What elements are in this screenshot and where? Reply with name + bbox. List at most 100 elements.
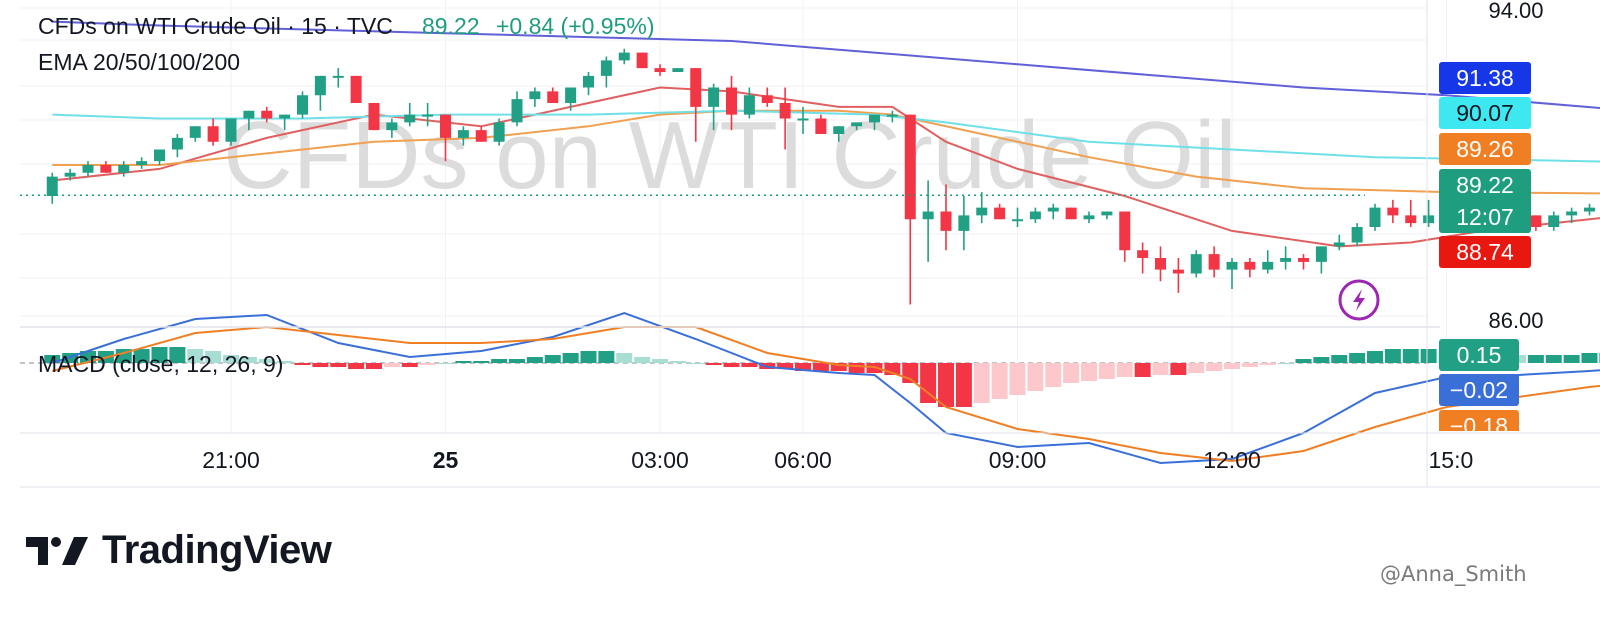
candle-body [118, 165, 130, 173]
candle-body [404, 114, 416, 123]
macd-histogram-bar [258, 359, 275, 363]
macd-histogram-bar [652, 359, 668, 363]
price-badges: 91.38 90.07 89.26 89.22 12:07 88.74 [1439, 62, 1531, 268]
macd-histogram-bar [223, 355, 239, 363]
macd-badge-clip-group: 0.15 −0.02 −0.18 [1439, 339, 1519, 431]
candle-body [1047, 207, 1059, 212]
candle-body [350, 75, 362, 103]
macd-histogram-bar [1277, 363, 1294, 364]
candle-body [1012, 219, 1023, 222]
signal-line [52, 325, 1600, 463]
legend-ema[interactable]: EMA 20/50/100/200 [38, 49, 240, 75]
candle-body [886, 114, 898, 117]
time-scale[interactable]: 21:00 25 03:00 06:00 09:00 12:00 15:0 [202, 447, 1473, 473]
candle-body [493, 122, 505, 142]
macd-histogram-bar [1367, 351, 1383, 363]
candle-down [475, 126, 487, 142]
candle-up [64, 168, 76, 181]
candle-down [1387, 199, 1399, 224]
candle-up [1315, 246, 1327, 274]
candle-body [797, 118, 809, 121]
candle-body [1083, 215, 1095, 220]
user-watermark: @Anna_Smith [1380, 562, 1527, 586]
price-tick-label: 86.00 [1488, 308, 1543, 333]
price-tick-label: 94.00 [1488, 0, 1543, 23]
price-badge-label: 89.22 [1456, 172, 1514, 198]
macd-histogram-bar [437, 363, 454, 364]
macd-histogram-bar [276, 361, 293, 363]
candle-up [171, 134, 183, 158]
macd-badge: −0.02 [1439, 374, 1519, 406]
candle-body [154, 149, 165, 162]
macd-histogram-bar [383, 363, 400, 367]
price-badge-bg [1439, 236, 1531, 268]
candle-body [279, 114, 291, 119]
macd-histogram-bar [1188, 363, 1205, 373]
macd-histogram-bar [348, 363, 365, 369]
candle-body [940, 211, 952, 231]
candle-body [1405, 215, 1417, 224]
macd-histogram-bar [1527, 355, 1544, 363]
macd-line [51, 311, 1600, 465]
macd-histogram-bar [1206, 363, 1223, 371]
candle-body [672, 68, 684, 72]
candle-body [1298, 258, 1309, 262]
candle-body [1172, 269, 1184, 274]
macd-histogram-bar [509, 359, 525, 363]
time-tick-label: 15:0 [1429, 447, 1474, 473]
candle-up [493, 118, 505, 146]
price-badge-label: 90.07 [1456, 100, 1514, 126]
candle-body [904, 114, 916, 220]
candle-down [636, 52, 648, 69]
candle-up [1369, 203, 1381, 231]
candle-body [46, 176, 58, 196]
candle-up [332, 68, 344, 88]
price-badge: 91.38 [1439, 62, 1531, 94]
candle-body [1101, 211, 1113, 216]
candle-body [332, 75, 344, 78]
candle-up [1226, 258, 1238, 289]
macd-histogram-bar [473, 361, 490, 363]
candle-up [797, 106, 809, 134]
candle-body [1190, 254, 1202, 274]
candle-down [207, 118, 219, 146]
macd-badge-bg [1439, 339, 1519, 371]
candle-down [368, 103, 380, 131]
candle-up [1029, 207, 1041, 224]
candle-body [565, 87, 577, 103]
candle-body [690, 68, 702, 107]
legend[interactable]: CFDs on WTI Crude Oil · 15 · TVC 89.22 +… [38, 13, 655, 377]
candle-body [1530, 215, 1542, 227]
macd-histogram-bar [1009, 363, 1026, 395]
tradingview-logo[interactable]: TradingView [26, 528, 332, 573]
candle-body [386, 122, 398, 131]
macd-histogram-bar [795, 363, 811, 371]
candle-body [368, 103, 380, 131]
macd-histogram-bar [1313, 357, 1330, 363]
price-scale[interactable]: 94.00 86.00 [1488, 0, 1543, 333]
candle-up [851, 122, 863, 131]
macd-badge: 0.15 [1439, 339, 1519, 371]
macd-histogram-bar [669, 361, 686, 363]
macd-badge-bg [1439, 410, 1519, 431]
candle-body [815, 118, 827, 134]
candle-body [922, 211, 934, 220]
lightning-alert-button[interactable] [1338, 279, 1380, 321]
candle-down [1208, 246, 1220, 278]
macd-histogram-bar [1152, 363, 1169, 375]
candle-body [529, 91, 541, 100]
legend-macd[interactable]: MACD (close, 12, 26, 9) [38, 351, 283, 377]
candle-up [1262, 250, 1274, 274]
macd-histogram-bar [830, 363, 847, 371]
candle-up [1190, 250, 1202, 278]
candle-body [189, 126, 201, 138]
candle-up [958, 196, 970, 251]
candle-body [761, 95, 773, 103]
candle-down [100, 161, 112, 173]
macd-badge-label: −0.02 [1450, 377, 1508, 403]
legend-symbol[interactable]: CFDs on WTI Crude Oil · 15 · TVC [38, 13, 393, 39]
candle-body [1333, 242, 1345, 247]
macd-histogram-bar [169, 347, 186, 363]
